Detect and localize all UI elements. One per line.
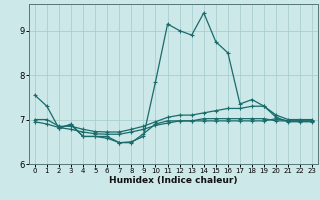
X-axis label: Humidex (Indice chaleur): Humidex (Indice chaleur) [109,176,238,185]
